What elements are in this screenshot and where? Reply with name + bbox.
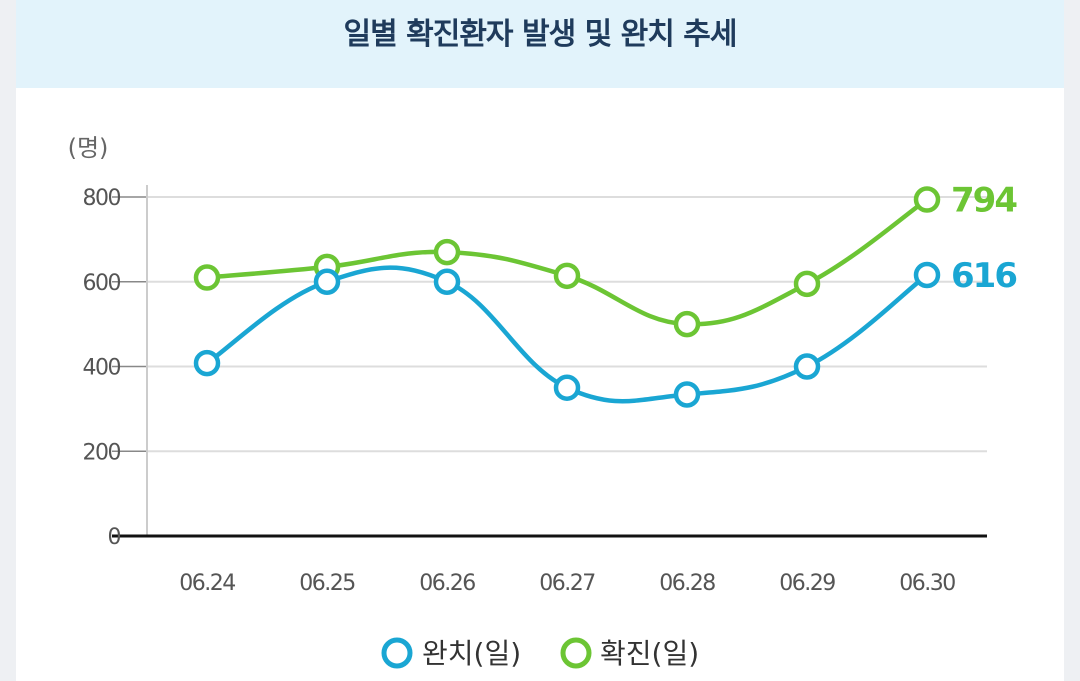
data-point <box>793 270 821 298</box>
legend-label: 확진(일) <box>600 637 699 670</box>
data-point <box>553 374 581 401</box>
x-tick-label: 06.29 <box>779 571 835 596</box>
data-point <box>313 268 341 295</box>
data-point <box>673 381 701 408</box>
y-tick-label: 600 <box>83 271 121 296</box>
x-tick-label: 06.27 <box>539 571 595 596</box>
chart-header: 일별 확진환자 발생 및 완치 추세 <box>16 0 1064 88</box>
data-point <box>193 349 221 377</box>
chart-card: 일별 확진환자 발생 및 완치 추세 <box>16 0 1064 681</box>
data-point <box>913 261 941 289</box>
y-tick-labels: 0 200 400 600 800 <box>83 186 123 550</box>
axes <box>112 185 987 538</box>
y-axis-unit: (명) <box>68 134 109 162</box>
data-point <box>673 310 701 338</box>
data-point <box>913 186 941 213</box>
data-point <box>433 268 461 295</box>
data-point <box>433 238 461 266</box>
x-tick-label: 06.25 <box>299 571 355 596</box>
x-tick-label: 06.24 <box>179 571 235 596</box>
end-value-label: 616 <box>951 256 1016 296</box>
legend-label: 완치(일) <box>422 637 521 670</box>
chart-title: 일별 확진환자 발생 및 완치 추세 <box>343 17 737 52</box>
x-tick-label: 06.30 <box>899 571 955 596</box>
x-tick-labels: 06.24 06.25 06.26 06.27 06.28 06.29 06.30 <box>179 571 956 596</box>
y-tick-label: 800 <box>83 186 121 211</box>
x-tick-label: 06.28 <box>659 571 715 596</box>
series-group: 794 616 <box>193 181 1019 408</box>
y-tick-label: 0 <box>108 525 121 550</box>
legend-marker <box>381 637 413 669</box>
end-value-label: 794 <box>951 181 1017 221</box>
legend: 완치(일) 확진(일) <box>381 637 699 670</box>
x-tick-label: 06.26 <box>419 571 475 596</box>
legend-marker <box>560 637 592 669</box>
data-point <box>793 353 821 380</box>
y-tick-label: 200 <box>83 440 121 465</box>
data-point <box>553 262 581 290</box>
data-point <box>193 264 221 291</box>
gridlines <box>147 196 987 453</box>
y-tick-label: 400 <box>83 356 121 381</box>
